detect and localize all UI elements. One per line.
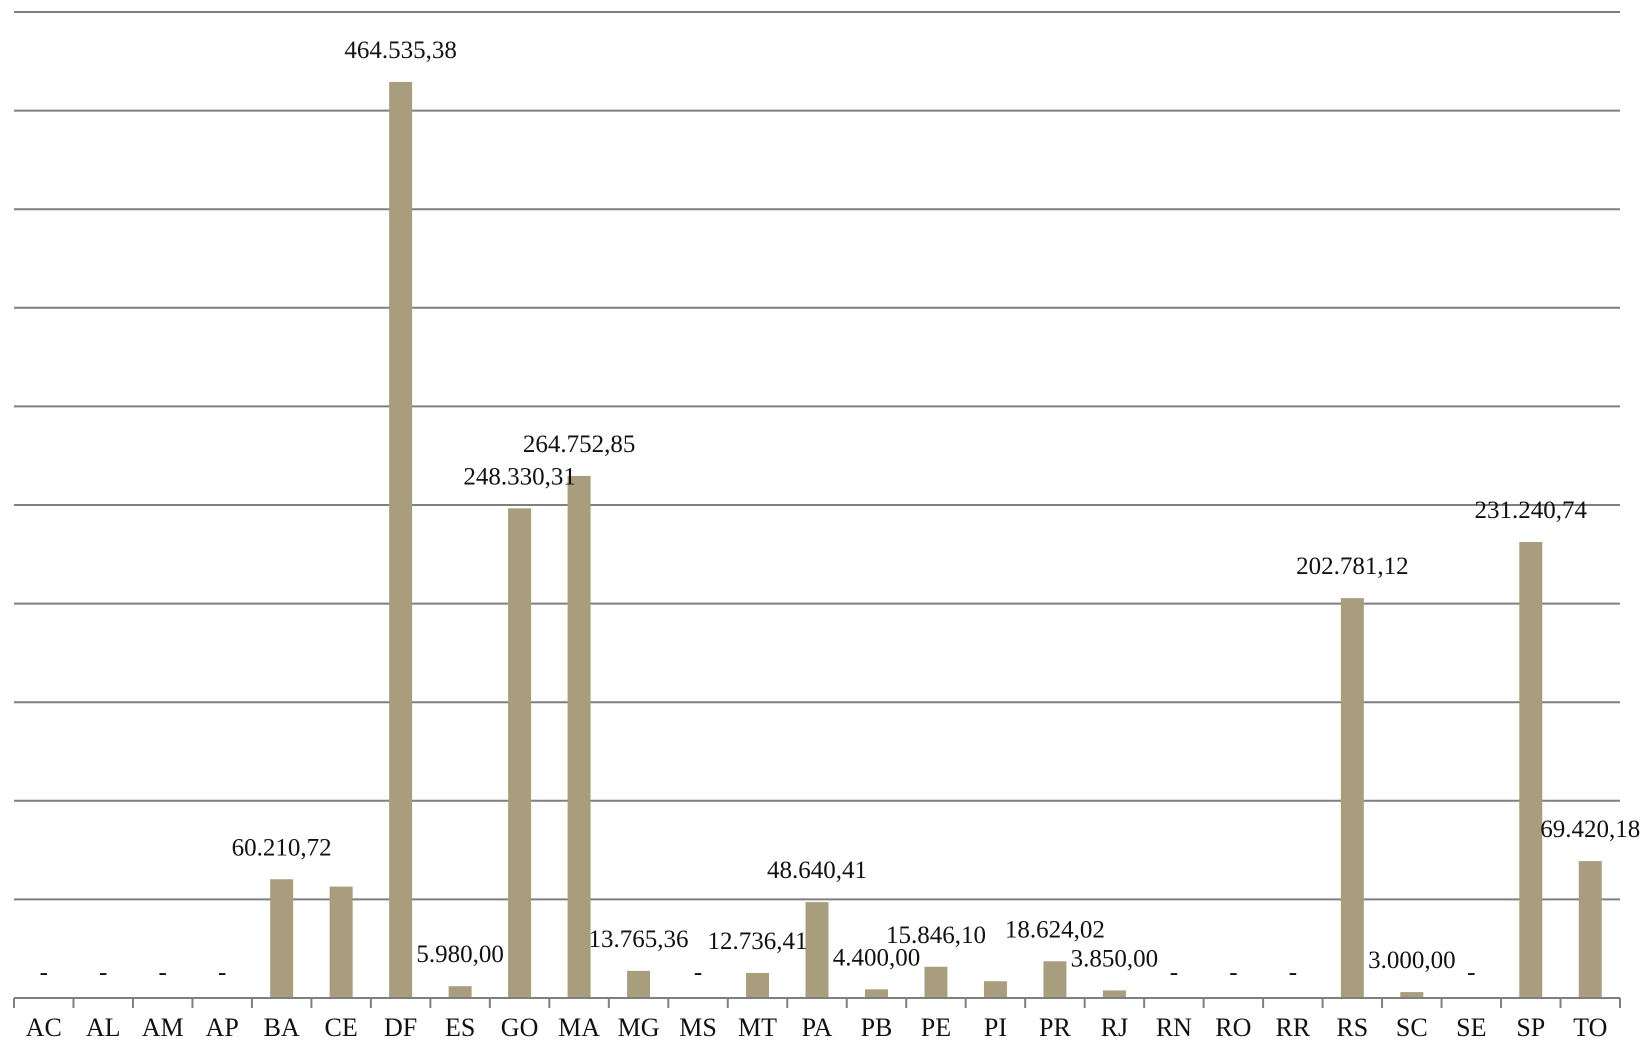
bars [270, 81, 1602, 999]
data-label: - [40, 959, 48, 986]
x-tick-label: MT [738, 1013, 777, 1042]
gridlines [14, 11, 1620, 901]
x-tick-label: RO [1215, 1013, 1251, 1042]
bar-rs [1340, 598, 1364, 998]
data-label: - [218, 959, 226, 986]
data-label: 202.781,12 [1296, 553, 1409, 580]
x-tick-label: SC [1396, 1013, 1428, 1042]
data-label: 264.752,85 [523, 431, 636, 458]
data-label: - [694, 959, 702, 986]
x-tick-label: AL [86, 1013, 121, 1042]
bar-pr [1043, 961, 1067, 998]
data-label: 60.210,72 [232, 834, 332, 861]
x-tick-label: RR [1276, 1013, 1311, 1042]
x-tick-label: RS [1336, 1013, 1368, 1042]
bar-pe [924, 966, 948, 998]
x-tick-label: PA [802, 1013, 833, 1042]
x-tick-label: MA [558, 1013, 600, 1042]
x-tick-label: RJ [1101, 1013, 1128, 1042]
bar-ba [270, 879, 294, 998]
data-label: 5.980,00 [416, 941, 504, 968]
bar-pi [983, 981, 1007, 998]
data-label: - [99, 959, 107, 986]
bar-sc [1400, 992, 1424, 998]
x-tick-label: MG [618, 1013, 660, 1042]
x-tick-label: AP [206, 1013, 239, 1042]
data-label: - [1229, 959, 1237, 986]
data-label: - [1170, 959, 1178, 986]
bar-to [1578, 861, 1602, 998]
bar-mg [627, 970, 651, 998]
x-tick-label: TO [1573, 1013, 1607, 1042]
bar-go [508, 508, 532, 998]
data-label: 15.846,10 [886, 922, 986, 949]
x-tick-label: DF [384, 1013, 417, 1042]
data-label: - [159, 959, 167, 986]
x-tick-label: AM [142, 1013, 184, 1042]
data-label: 3.000,00 [1368, 947, 1456, 974]
x-tick-label: ES [445, 1013, 475, 1042]
bar-pa [805, 902, 829, 998]
bar-sp [1519, 541, 1543, 998]
x-tick-label: SE [1456, 1013, 1486, 1042]
x-axis: AC AL AM AP BA CE DF ES GO MA MG MS MT PA PB PE PI PR RJ RN… [13, 997, 1621, 1042]
x-tick-label: PR [1039, 1013, 1071, 1042]
x-tick-label: SP [1516, 1013, 1545, 1042]
x-tick-label: PI [984, 1013, 1007, 1042]
data-label: 48.640,41 [767, 857, 867, 884]
x-tick-label: GO [501, 1013, 539, 1042]
x-tick-label: CE [325, 1013, 358, 1042]
x-tick-label: AC [26, 1013, 62, 1042]
bar-mt [746, 972, 770, 998]
data-label: 4.400,00 [833, 944, 921, 971]
x-tick-label: BA [264, 1013, 300, 1042]
bar-ce [329, 886, 353, 998]
bar-pb [864, 989, 888, 998]
data-label: 69.420,18 [1540, 816, 1640, 843]
data-label: - [1289, 959, 1297, 986]
data-labels: - - - - 60.210,72 464.535,38 5.980,00 248.330,3… [40, 37, 1641, 986]
data-label: 13.765,36 [589, 926, 689, 953]
bar-df [389, 81, 413, 999]
x-tick-label: PB [861, 1013, 893, 1042]
data-label: 248.330,31 [463, 463, 576, 490]
data-label: 3.850,00 [1071, 945, 1159, 972]
x-tick-label: PE [921, 1013, 951, 1042]
bar-es [448, 986, 472, 998]
data-label: 464.535,38 [344, 37, 457, 64]
x-tick-label: MS [679, 1013, 717, 1042]
data-label: - [1467, 959, 1475, 986]
bar-rj [1102, 990, 1126, 998]
bar-ma [567, 475, 591, 999]
data-label: 12.736,41 [708, 928, 808, 955]
data-label: 18.624,02 [1005, 916, 1105, 943]
x-tick-label: RN [1156, 1013, 1192, 1042]
data-label: 231.240,74 [1475, 497, 1588, 524]
